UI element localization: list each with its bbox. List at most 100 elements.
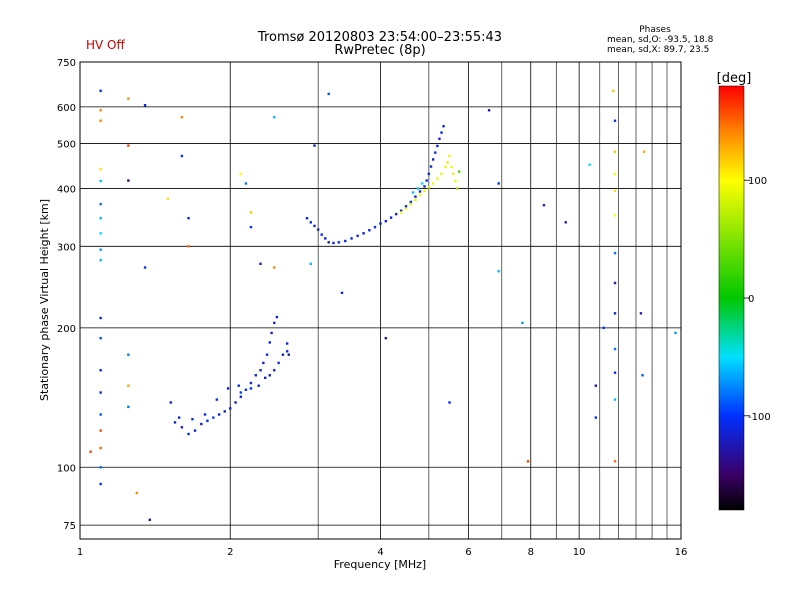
data-point [177, 416, 181, 419]
colorbar-tick-label: 0 [748, 294, 754, 305]
data-point [379, 222, 382, 225]
data-point [409, 202, 412, 206]
data-point [368, 228, 371, 232]
data-point [423, 185, 426, 188]
data-point [143, 104, 147, 107]
data-point [99, 179, 102, 183]
data-point [143, 266, 147, 269]
data-point [446, 161, 449, 164]
data-point [456, 187, 459, 190]
data-point [448, 401, 451, 404]
data-point [273, 369, 276, 372]
data-point [436, 177, 439, 180]
colorbar-label: [deg] [717, 71, 752, 86]
x-axis-label: Frequency [MHz] [334, 558, 426, 571]
data-point [99, 168, 102, 171]
y-tick-label: 750 [57, 58, 76, 69]
x-tick-label: 1 [77, 547, 83, 558]
data-point [262, 361, 265, 365]
data-point [309, 221, 312, 224]
data-point [324, 237, 327, 240]
data-point [613, 347, 617, 351]
data-point [215, 398, 219, 401]
data-point [264, 376, 267, 380]
data-point [257, 384, 260, 387]
chart-subtitle: RwPretec (8p) [334, 43, 425, 58]
data-point [203, 413, 207, 416]
data-point [99, 316, 102, 320]
data-point [332, 241, 335, 245]
data-point [611, 89, 615, 92]
data-point [497, 270, 500, 273]
data-point [99, 482, 102, 486]
phases-x-stats: mean, sd,X: 89.7, 23.5 [607, 45, 709, 55]
data-point [613, 251, 617, 255]
x-tick-label: 4 [377, 547, 383, 558]
data-point [285, 342, 289, 345]
data-point [542, 204, 546, 207]
data-point [193, 429, 197, 432]
data-point [99, 232, 102, 235]
data-point [320, 233, 323, 236]
data-point [457, 170, 461, 173]
data-point [99, 336, 102, 340]
data-point [273, 321, 276, 325]
data-point [273, 115, 276, 119]
data-point [99, 466, 102, 469]
data-point [427, 172, 431, 176]
data-point [414, 195, 417, 198]
data-point [521, 321, 524, 325]
data-point [337, 241, 341, 244]
data-point [89, 450, 92, 453]
data-point [440, 172, 443, 176]
data-point [411, 191, 415, 194]
data-point [450, 165, 453, 169]
data-point [99, 391, 102, 394]
data-point [674, 331, 677, 335]
data-point [588, 163, 591, 166]
data-point [454, 179, 457, 183]
data-point [613, 312, 617, 315]
plot-frame [79, 61, 682, 540]
colorbar [718, 85, 745, 511]
data-point [277, 361, 280, 365]
data-point [275, 315, 279, 319]
data-point [268, 341, 271, 344]
colorbar-tick-label: 100 [748, 176, 767, 187]
data-point [169, 401, 172, 404]
data-point [434, 151, 437, 154]
data-point [416, 187, 419, 190]
data-point [438, 137, 441, 140]
data-point [239, 391, 243, 394]
data-point [642, 150, 646, 153]
data-point [249, 381, 253, 385]
data-point [127, 405, 130, 409]
data-point [223, 410, 226, 413]
data-point [327, 92, 330, 96]
data-point [497, 182, 500, 185]
data-point [254, 374, 257, 377]
data-point [180, 154, 184, 158]
data-point [239, 172, 243, 176]
data-point [436, 144, 439, 148]
data-point [344, 239, 347, 243]
data-point [166, 197, 170, 200]
data-point [180, 115, 184, 119]
data-point [135, 491, 139, 495]
chart-title: Tromsø 20120803 23:54:00–23:55:43 [257, 30, 502, 45]
data-point [448, 154, 451, 158]
y-tick-label: 400 [57, 184, 76, 195]
data-point [442, 125, 445, 128]
data-point [244, 182, 248, 185]
data-point [399, 211, 403, 214]
y-tick-label: 600 [57, 103, 76, 114]
y-tick-label: 100 [57, 463, 76, 474]
data-point [99, 369, 102, 372]
data-point [99, 216, 102, 220]
data-point [423, 189, 426, 193]
data-point [404, 207, 408, 210]
data-point [187, 432, 190, 436]
data-point [444, 165, 447, 169]
data-point [127, 179, 130, 182]
data-point [362, 232, 365, 235]
